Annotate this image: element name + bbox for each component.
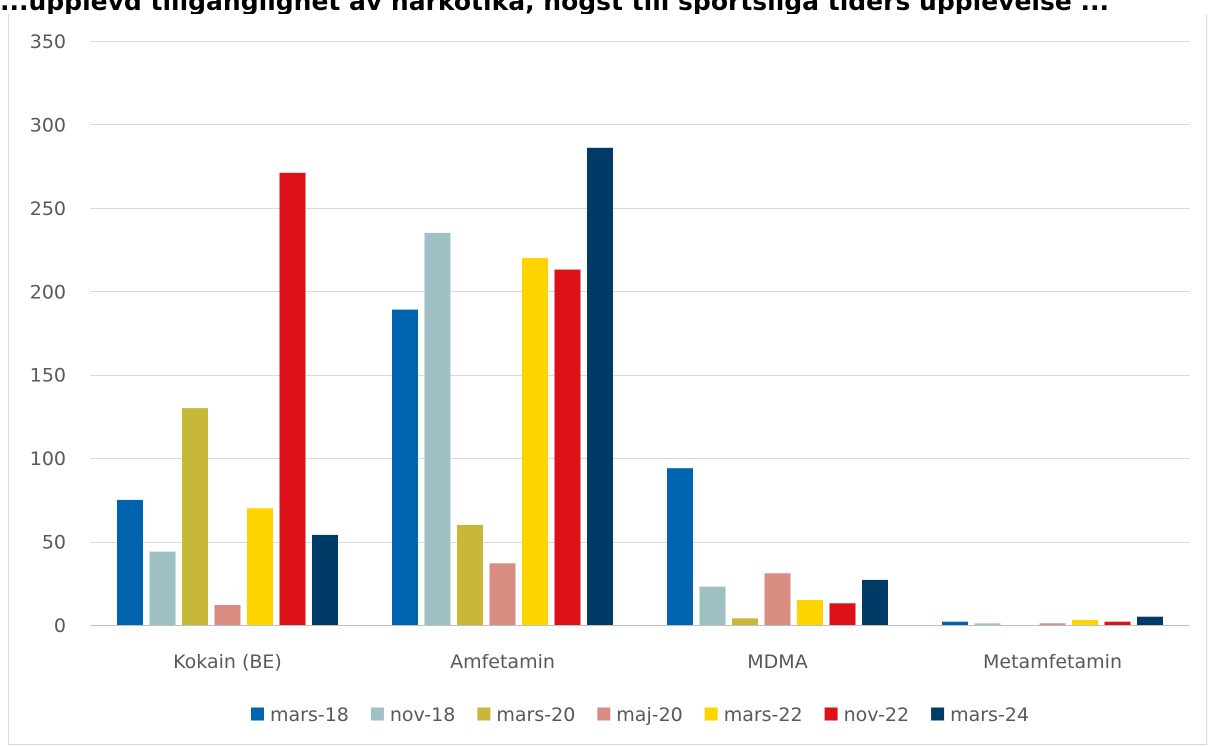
legend: mars-18 nov-18 mars-20 maj-20 mars-22 nov-22 m… [251, 704, 1029, 726]
x-category-label: Amfetamin [450, 651, 555, 673]
bar-nov-22-0 [279, 172, 306, 626]
bar-nov-18-1 [424, 232, 451, 625]
bar-mars-20-1 [457, 524, 483, 625]
x-category-label: Metamfetamin [983, 651, 1122, 673]
legend-item-mars-18: mars-18 [251, 704, 349, 726]
legend-swatch [370, 707, 384, 721]
y-tick-label: 100 [30, 448, 66, 470]
legend-item-maj-20: maj-20 [597, 704, 683, 726]
bar-nov-18-0 [149, 551, 176, 625]
bar-mars-18-3 [942, 621, 968, 625]
bar-mars-20-0 [182, 408, 208, 625]
legend-item-mars-24: mars-24 [931, 704, 1029, 726]
x-axis-category-labels: Kokain (BE) Amfetamin MDMA Metamfetamin [173, 651, 1122, 673]
legend-swatch [824, 707, 838, 721]
bar-nov-22-3 [1104, 621, 1131, 625]
y-tick-label: 300 [30, 114, 66, 136]
y-tick-label: 50 [42, 532, 66, 554]
y-tick-label: 0 [54, 615, 66, 637]
bar-mars-22-0 [247, 508, 273, 625]
legend-label: nov-18 [390, 704, 455, 726]
x-category-label: MDMA [747, 651, 807, 673]
legend-item-nov-18: nov-18 [370, 704, 455, 726]
legend-label: mars-20 [496, 704, 575, 726]
legend-label: mars-24 [950, 704, 1029, 726]
bar-maj-20-3 [1039, 623, 1066, 625]
legend-swatch [477, 707, 491, 721]
bar-mars-24-2 [862, 579, 888, 625]
chart-title: ...upplevd tillgänglighet av narkotika, … [0, 0, 1109, 14]
bar-mars-18-0 [117, 499, 143, 625]
bar-nov-22-2 [829, 603, 856, 625]
bar-nov-22-1 [554, 269, 581, 625]
legend-swatch [704, 707, 718, 721]
legend-label: mars-18 [270, 704, 349, 726]
y-tick-label: 200 [30, 281, 66, 303]
bar-mars-18-2 [667, 468, 693, 625]
bar-mars-20-2 [732, 618, 758, 625]
bar-mars-24-0 [312, 534, 338, 625]
bars [117, 147, 1163, 626]
bar-mars-18-1 [392, 309, 418, 625]
bar-maj-20-0 [214, 605, 241, 625]
legend-item-nov-22: nov-22 [824, 704, 909, 726]
bar-mars-22-1 [522, 257, 548, 625]
y-axis-tick-labels: 0 50 100 150 200 250 300 350 [30, 31, 66, 637]
bar-mars-24-3 [1137, 616, 1163, 625]
legend-label: nov-22 [844, 704, 909, 726]
y-tick-label: 350 [30, 31, 66, 53]
legend-label: mars-22 [724, 704, 803, 726]
legend-swatch [251, 707, 264, 721]
bar-mars-22-2 [797, 600, 823, 625]
bar-maj-20-1 [489, 563, 516, 625]
y-tick-label: 150 [30, 365, 66, 387]
chart-frame [8, 14, 1207, 745]
x-category-label: Kokain (BE) [173, 651, 282, 673]
legend-label: maj-20 [616, 704, 682, 726]
legend-swatch [931, 707, 945, 721]
bar-maj-20-2 [764, 573, 791, 625]
bar-nov-18-3 [974, 623, 1001, 625]
gridlines [90, 41, 1190, 626]
legend-item-mars-20: mars-20 [477, 704, 575, 726]
legend-item-mars-22: mars-22 [704, 704, 803, 726]
chart-title-strip: ...upplevd tillgänglighet av narkotika, … [0, 0, 1209, 14]
bar-mars-22-3 [1072, 620, 1098, 625]
bar-mars-24-1 [587, 147, 613, 626]
y-tick-label: 250 [30, 198, 66, 220]
bar-nov-18-2 [699, 586, 726, 625]
legend-swatch [597, 707, 611, 721]
